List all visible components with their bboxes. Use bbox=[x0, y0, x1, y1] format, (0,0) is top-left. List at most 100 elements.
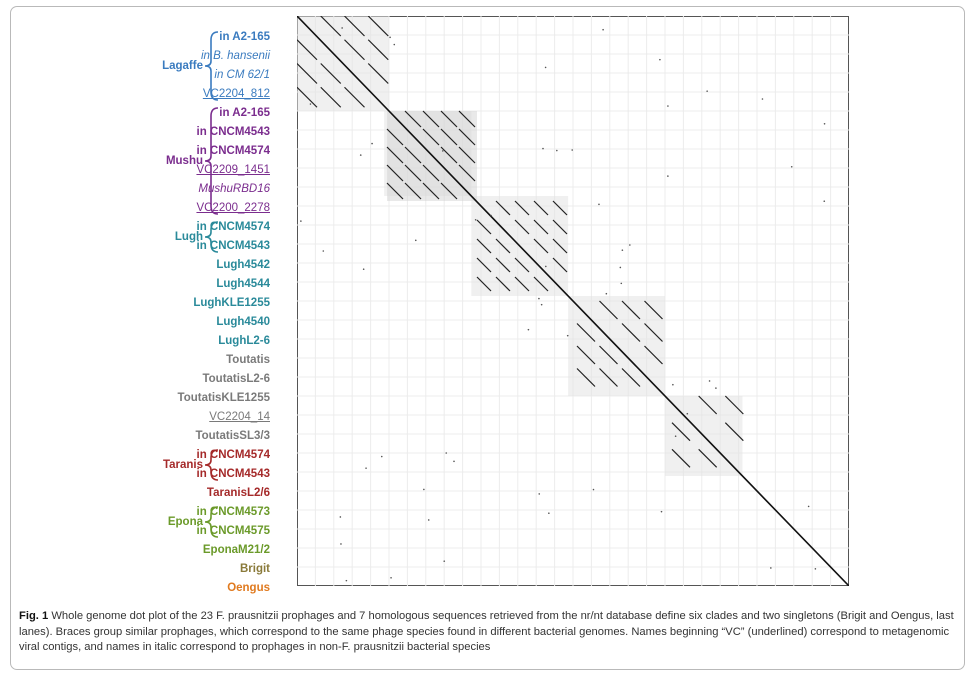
dot bbox=[667, 105, 669, 107]
homology-segment bbox=[552, 200, 568, 216]
homology-segment bbox=[724, 395, 744, 415]
homology-segment bbox=[422, 128, 440, 146]
homology-segment bbox=[621, 368, 641, 387]
homology-segment bbox=[386, 128, 404, 146]
dot bbox=[300, 220, 302, 222]
lane-label: in A2-165 bbox=[219, 31, 270, 43]
dot bbox=[443, 560, 446, 562]
dot bbox=[527, 328, 530, 331]
dot bbox=[814, 568, 817, 570]
homology-segment bbox=[458, 128, 476, 146]
homology-segment bbox=[495, 200, 511, 216]
homology-segment bbox=[724, 422, 744, 442]
homology-segment bbox=[533, 200, 549, 216]
homology-segment bbox=[320, 16, 342, 37]
homology-segment bbox=[599, 345, 618, 365]
homology-segment bbox=[320, 86, 342, 108]
homology-segment bbox=[440, 110, 458, 128]
dot bbox=[566, 334, 569, 337]
lane-label: in A2-165 bbox=[219, 107, 270, 119]
homology-segment bbox=[476, 219, 492, 235]
homology-segment bbox=[514, 200, 530, 216]
homology-segment bbox=[458, 110, 476, 128]
lane-label: in B. hansenii bbox=[200, 50, 270, 62]
group-name-taranis: Taranis bbox=[162, 459, 203, 471]
homology-segment bbox=[495, 257, 511, 273]
dot bbox=[619, 266, 622, 269]
homology-segment bbox=[514, 219, 530, 235]
diagonal-line bbox=[297, 16, 849, 586]
lane-label: in CNCM4575 bbox=[196, 525, 271, 537]
dot bbox=[544, 66, 547, 69]
dot bbox=[474, 218, 477, 221]
dot bbox=[761, 98, 764, 100]
dot bbox=[556, 149, 558, 152]
dot bbox=[414, 239, 417, 242]
homology-segment bbox=[533, 219, 549, 235]
homology-segment bbox=[671, 422, 691, 442]
dot bbox=[706, 90, 708, 92]
group-name-lugh: Lugh bbox=[174, 231, 203, 243]
dot bbox=[715, 387, 717, 389]
homology-segment bbox=[422, 182, 440, 200]
lane-label: LughKLE1255 bbox=[193, 297, 270, 309]
dot bbox=[427, 519, 430, 521]
homology-segment bbox=[367, 16, 389, 37]
dot bbox=[389, 36, 391, 39]
homology-segment bbox=[297, 63, 318, 84]
lane-label: Lugh4544 bbox=[216, 278, 270, 290]
lane-label: in CNCM4543 bbox=[196, 240, 271, 252]
dot bbox=[598, 203, 600, 206]
dot bbox=[686, 412, 689, 415]
dot bbox=[345, 579, 348, 582]
dot bbox=[605, 292, 608, 295]
lane-label: in CNCM4543 bbox=[196, 468, 271, 480]
lane-label: VC2200_2278 bbox=[196, 202, 270, 214]
dot bbox=[542, 147, 544, 150]
dot bbox=[362, 268, 365, 271]
homology-segment bbox=[644, 300, 663, 320]
homology-segment bbox=[344, 39, 365, 61]
dot bbox=[667, 175, 669, 177]
dot bbox=[620, 282, 623, 285]
lane-label: in CM 62/1 bbox=[214, 69, 270, 81]
brace-layer bbox=[204, 31, 219, 538]
homology-segment bbox=[440, 146, 458, 164]
dot bbox=[390, 577, 392, 579]
dot bbox=[538, 493, 541, 495]
lane-label: ToutatisSL3/3 bbox=[195, 430, 270, 442]
homology-segment bbox=[644, 345, 663, 365]
lane-label: VC2209_1451 bbox=[196, 164, 270, 176]
lane-label: Lugh4540 bbox=[216, 316, 270, 328]
lane-label: LughL2-6 bbox=[218, 335, 270, 347]
lane-label: in CNCM4543 bbox=[196, 126, 271, 138]
dot bbox=[445, 452, 448, 454]
dot bbox=[790, 165, 793, 168]
lane-label: ToutatisKLE1255 bbox=[177, 392, 270, 404]
homology-segment bbox=[386, 182, 404, 200]
lane-label: Lugh4542 bbox=[216, 259, 270, 271]
dot bbox=[548, 512, 550, 515]
homology-segment bbox=[320, 63, 342, 84]
homology-segment bbox=[576, 323, 596, 342]
dot bbox=[359, 154, 362, 156]
brace-mushu bbox=[204, 107, 219, 215]
homology-segment bbox=[644, 323, 663, 342]
homology-segment bbox=[386, 164, 404, 182]
dot bbox=[441, 150, 444, 152]
dot bbox=[770, 567, 772, 569]
homology-segment bbox=[440, 182, 458, 200]
dot bbox=[708, 380, 711, 382]
homology-segment bbox=[344, 86, 365, 108]
dot bbox=[807, 505, 810, 508]
dot bbox=[659, 58, 661, 61]
homology-segment bbox=[386, 146, 404, 164]
brace-epona bbox=[204, 506, 219, 538]
homology-segment bbox=[297, 86, 318, 108]
lane-label: in CNCM4574 bbox=[196, 145, 271, 157]
brace-lagaffe bbox=[204, 31, 219, 101]
caption-fig-label: Fig. 1 bbox=[19, 610, 49, 622]
figure-caption: Fig. 1 Whole genome dot plot of the 23 F… bbox=[19, 609, 959, 656]
dot bbox=[339, 516, 342, 518]
homology-segment bbox=[698, 448, 718, 468]
